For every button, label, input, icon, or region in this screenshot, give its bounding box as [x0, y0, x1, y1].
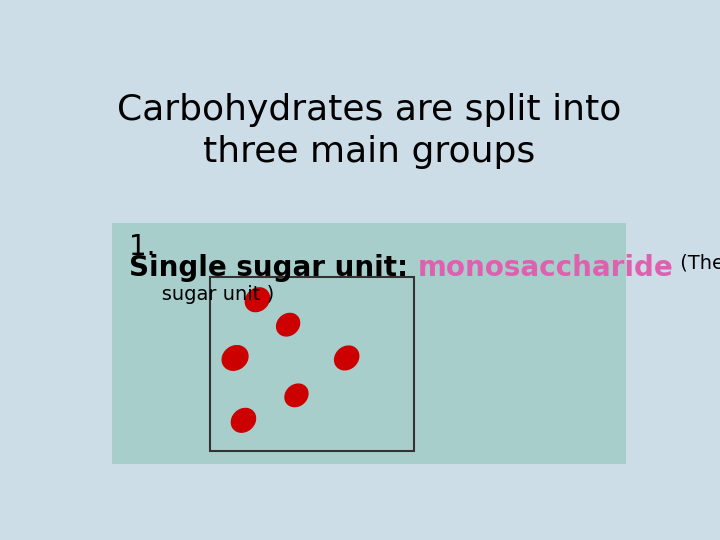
Bar	[210, 277, 413, 451]
FancyBboxPatch shape	[112, 223, 626, 464]
Text: sugar unit ): sugar unit )	[143, 285, 274, 304]
Ellipse shape	[246, 288, 269, 312]
Text: 1.: 1.	[129, 233, 156, 261]
Text: Single sugar unit:: Single sugar unit:	[129, 254, 418, 282]
Ellipse shape	[222, 346, 248, 370]
Ellipse shape	[335, 346, 359, 370]
Text: Carbohydrates are split into
three main groups: Carbohydrates are split into three main …	[117, 93, 621, 170]
Ellipse shape	[276, 313, 300, 336]
Text: monosaccharide: monosaccharide	[418, 254, 674, 282]
Ellipse shape	[231, 408, 256, 432]
Text: (The basic: (The basic	[674, 254, 720, 273]
Ellipse shape	[285, 384, 308, 407]
